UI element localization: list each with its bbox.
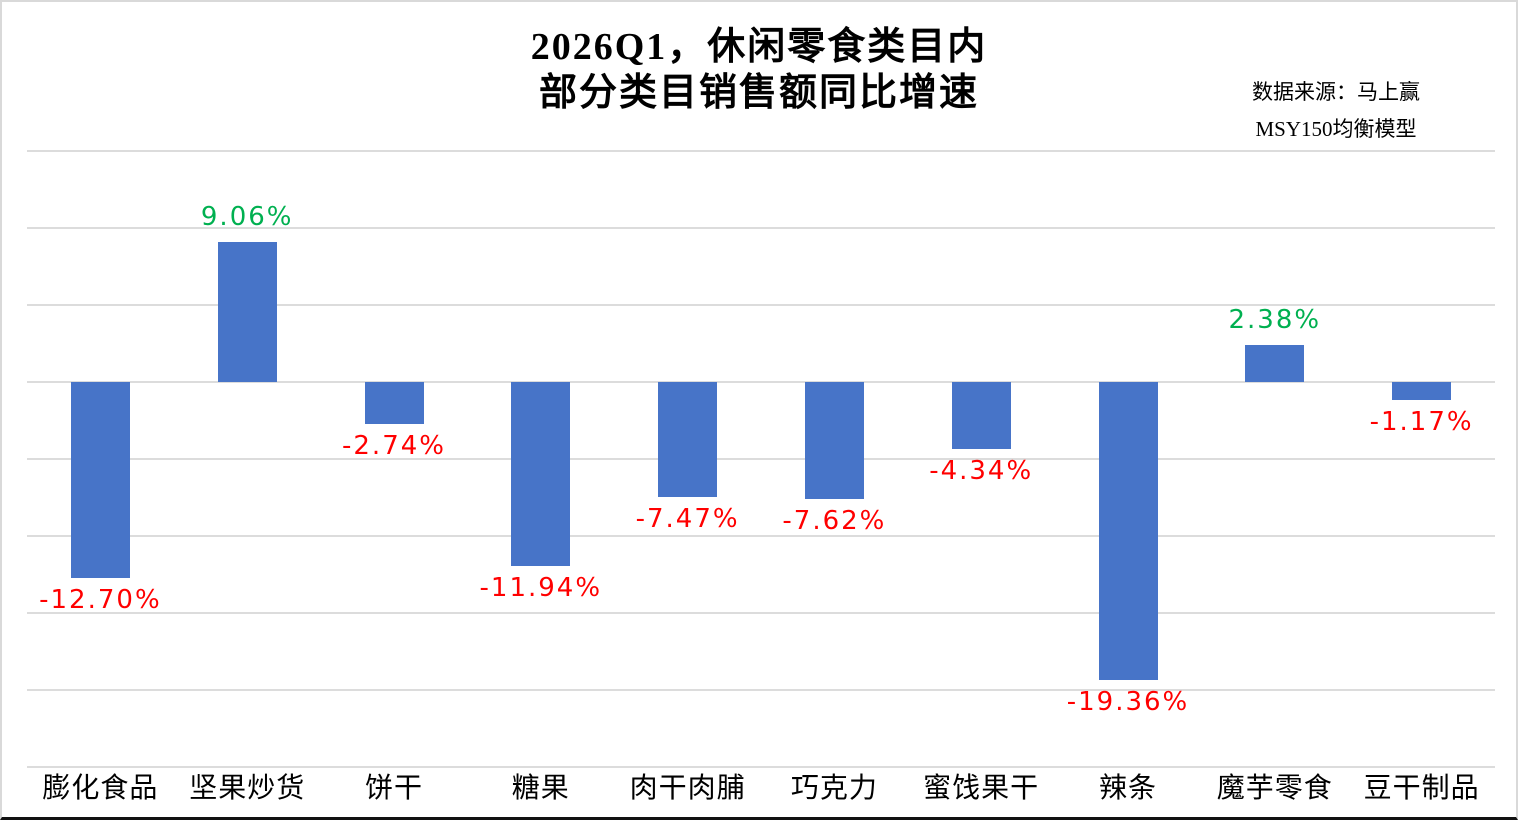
- bar: [658, 382, 718, 498]
- data-source-note: 数据来源：马上赢 MSY150均衡模型: [1186, 74, 1486, 148]
- bar-value-label: -19.36%: [1066, 687, 1190, 718]
- bar: [951, 382, 1011, 449]
- category-label: 蜜饯果干: [923, 773, 1040, 804]
- category-label: 坚果炒货: [189, 773, 306, 804]
- category-label: 膨化食品: [42, 773, 159, 804]
- gridline: [27, 150, 1495, 152]
- bar: [70, 382, 130, 578]
- bar: [217, 242, 277, 382]
- bar: [804, 382, 864, 500]
- bar-value-label: -2.74%: [342, 431, 446, 462]
- bar: [364, 382, 424, 425]
- bar: [1098, 382, 1158, 681]
- bar-value-label: -7.62%: [782, 506, 887, 537]
- plot-area: -12.70% 9.06% -2.74% -11.94% -7.47% -7.62% -4.…: [27, 150, 1495, 768]
- category-label: 肉干肉脯: [629, 773, 746, 804]
- gridline: [27, 458, 1495, 460]
- data-source-line1: 数据来源：马上赢: [1252, 80, 1420, 104]
- category-label: 辣条: [1098, 773, 1157, 804]
- gridline: [27, 304, 1495, 306]
- chart-title: 2026Q1，休闲零食类目内 部分类目销售额同比增速: [2, 24, 1516, 116]
- category-label: 巧克力: [790, 773, 878, 804]
- bar-value-label: 9.06%: [200, 202, 294, 233]
- bar: [511, 382, 571, 566]
- gridline: [27, 535, 1495, 537]
- category-label: 饼干: [364, 773, 423, 804]
- chart-title-line2: 部分类目销售额同比增速: [538, 72, 979, 114]
- gridline: [27, 381, 1495, 383]
- category-label: 糖果: [511, 773, 570, 804]
- bar-value-label: 2.38%: [1228, 305, 1322, 336]
- bar-value-label: -7.47%: [635, 504, 740, 535]
- bar-value-label: -11.94%: [479, 572, 603, 603]
- bar: [1245, 345, 1305, 382]
- data-source-line2: MSY150均衡模型: [1255, 117, 1417, 141]
- chart-title-line1: 2026Q1，休闲零食类目内: [530, 26, 988, 68]
- gridline: [27, 612, 1495, 614]
- gridline: [27, 766, 1495, 768]
- bar-value-label: -1.17%: [1369, 407, 1474, 438]
- category-label: 魔芋零食: [1216, 773, 1333, 804]
- x-axis-category-labels: 膨化食品 坚果炒货 饼干 糖果 肉干肉脯 巧克力 蜜饯果干 辣条 魔芋零食 豆干制品: [27, 766, 1495, 806]
- bar: [1392, 382, 1452, 401]
- gridline: [27, 227, 1495, 229]
- category-label: 豆干制品: [1363, 773, 1480, 804]
- gridline: [27, 689, 1495, 691]
- bar-value-label: -12.70%: [39, 584, 162, 615]
- bar-value-label: -4.34%: [929, 455, 1034, 486]
